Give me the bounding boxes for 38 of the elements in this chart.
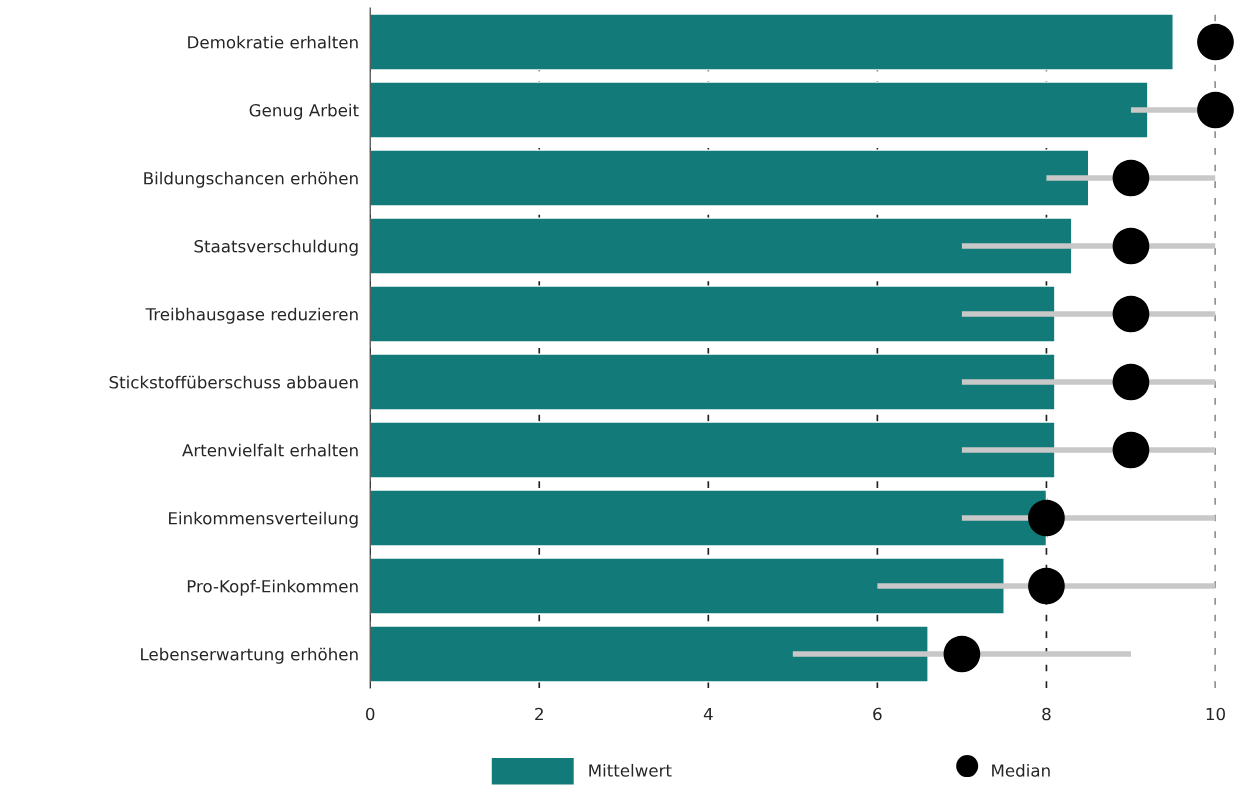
point xyxy=(1112,431,1150,469)
y-tick-label: Bildungschancen erhöhen xyxy=(144,171,358,188)
bar xyxy=(370,217,1073,275)
y-tick-label: Treibhausgase reduzieren xyxy=(145,307,358,324)
bar xyxy=(370,625,929,683)
x-tick-label: 0 xyxy=(366,707,375,721)
legend-label: Median xyxy=(992,763,1050,777)
point xyxy=(1112,159,1150,197)
legend-label: Mittelwert xyxy=(589,763,672,777)
x-tick-label: 10 xyxy=(1206,707,1225,721)
y-tick-label: Artenvielfalt erhalten xyxy=(182,443,358,457)
y-tick-label: Lebenserwartung erhöhen xyxy=(141,647,358,664)
bar xyxy=(370,489,1048,547)
point xyxy=(943,635,981,673)
point xyxy=(1197,91,1234,129)
bar xyxy=(370,353,1056,411)
point xyxy=(1112,227,1150,265)
x-tick-label: 4 xyxy=(703,707,713,721)
point xyxy=(1028,499,1065,537)
point xyxy=(1112,295,1150,333)
bar xyxy=(370,13,1174,71)
bar xyxy=(370,285,1056,343)
x-tick-label: 8 xyxy=(1042,707,1051,721)
point xyxy=(1028,567,1065,605)
y-tick-label: Demokratie erhalten xyxy=(188,35,358,49)
y-tick-label: Genug Arbeit xyxy=(249,103,359,120)
y-tick-label: Einkommensverteilung xyxy=(169,511,358,528)
x-tick-label: 6 xyxy=(873,707,882,721)
y-tick-label: Staatsverschuldung xyxy=(194,239,358,256)
bar xyxy=(370,149,1090,207)
x-tick-label: 2 xyxy=(535,707,543,721)
y-tick-label: Stickstoffüberschuss abbauen xyxy=(109,375,358,389)
bar xyxy=(370,421,1056,479)
point xyxy=(1112,363,1150,401)
bar xyxy=(370,81,1149,139)
bar xyxy=(370,557,1005,615)
y-tick-label: Pro-Kopf-Einkommen xyxy=(187,579,358,596)
point xyxy=(1197,23,1234,61)
